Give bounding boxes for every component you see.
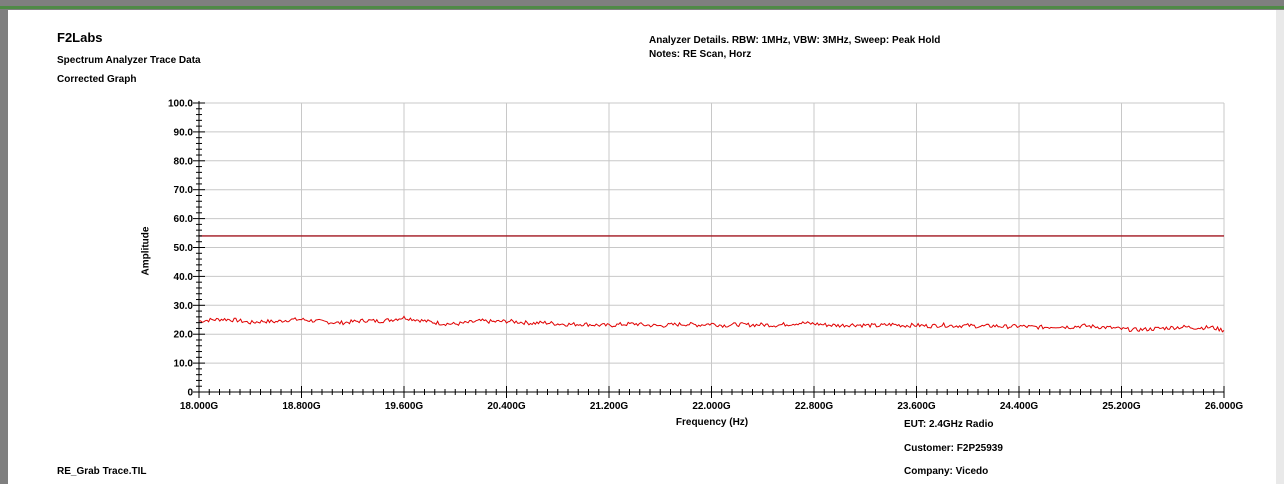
x-tick-label: 25.200G xyxy=(1102,401,1141,412)
x-axis-ticks: 18.000G 18.800G 19.600G 20.400G 21.200G 22.00… xyxy=(180,386,1244,412)
x-tick-label: 18.000G xyxy=(180,401,219,412)
trace-group xyxy=(198,315,1225,333)
y-tick-label: 10.0 xyxy=(174,359,194,370)
file-name-label: RE_Grab Trace.TIL xyxy=(57,466,147,477)
x-tick-label: 22.000G xyxy=(692,401,731,412)
eut-label: EUT: 2.4GHz Radio xyxy=(904,419,994,430)
y-axis-label: Amplitude xyxy=(140,226,152,276)
trace-line xyxy=(198,315,1225,333)
x-tick-label: 24.400G xyxy=(1000,401,1039,412)
graph-type-label: Corrected Graph xyxy=(57,74,137,85)
x-tick-label: 19.600G xyxy=(385,401,424,412)
analyzer-details: Analyzer Details. RBW: 1MHz, VBW: 3MHz, … xyxy=(649,35,941,46)
scrollbar-track[interactable] xyxy=(1276,10,1284,484)
customer-label: Customer: F2P25939 xyxy=(904,443,1003,454)
x-tick-label: 22.800G xyxy=(795,401,834,412)
x-tick-label: 20.400G xyxy=(487,401,526,412)
x-tick-label: 23.600G xyxy=(897,401,936,412)
y-tick-label: 60.0 xyxy=(174,214,194,225)
y-tick-label: 20.0 xyxy=(174,330,194,341)
x-tick-label: 18.800G xyxy=(282,401,321,412)
chart-grid xyxy=(199,102,1225,392)
y-tick-label: 100.0 xyxy=(168,99,193,110)
scan-notes: Notes: RE Scan, Horz xyxy=(649,49,752,60)
y-tick-label: 70.0 xyxy=(174,185,194,196)
x-tick-label: 26.000G xyxy=(1205,401,1244,412)
y-tick-label: 50.0 xyxy=(174,243,194,254)
x-tick-label: 21.200G xyxy=(590,401,629,412)
company-label: Company: Vicedo xyxy=(904,466,989,477)
y-tick-label: 0 xyxy=(187,388,193,399)
report-subtitle: Spectrum Analyzer Trace Data xyxy=(57,55,201,66)
y-tick-label: 90.0 xyxy=(174,127,194,138)
y-tick-label: 80.0 xyxy=(174,156,194,167)
y-tick-label: 30.0 xyxy=(174,301,194,312)
x-axis-label: Frequency (Hz) xyxy=(675,417,749,428)
frame-top-border xyxy=(0,6,1284,9)
report-title: F2Labs xyxy=(57,30,103,45)
y-tick-label: 40.0 xyxy=(174,272,194,283)
y-axis-ticks: 0 10.0 20.0 30.0 40.0 50.0 60.0 70.0 80.0 90.0 100… xyxy=(168,99,205,399)
